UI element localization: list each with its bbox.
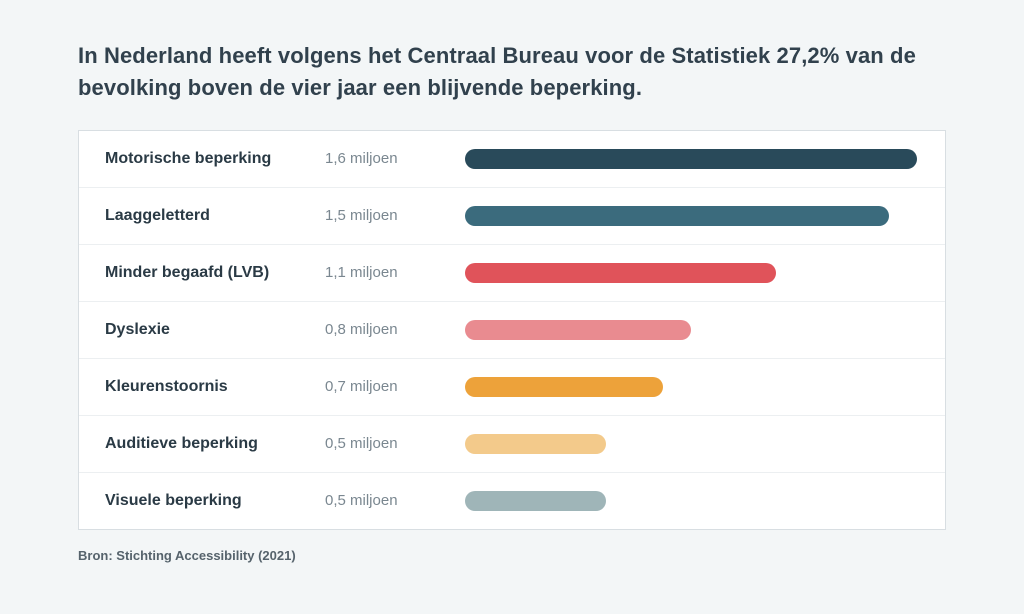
value-label: 1,5 miljoen	[325, 207, 455, 224]
category-label: Auditieve beperking	[105, 435, 325, 453]
bar-cell	[455, 359, 923, 415]
value-label: 0,5 miljoen	[325, 492, 455, 509]
bar-row: Minder begaafd (LVB) 1,1 miljoen	[79, 245, 945, 302]
bar-row: Laaggeletterd 1,5 miljoen	[79, 188, 945, 245]
category-label: Minder begaafd (LVB)	[105, 264, 325, 282]
bar	[465, 377, 663, 397]
value-label: 1,1 miljoen	[325, 264, 455, 281]
category-label: Laaggeletterd	[105, 207, 325, 225]
bar-cell	[455, 245, 923, 301]
value-label: 0,5 miljoen	[325, 435, 455, 452]
category-label: Dyslexie	[105, 321, 325, 339]
bar	[465, 263, 776, 283]
value-label: 1,6 miljoen	[325, 150, 455, 167]
bar-cell	[455, 131, 923, 187]
bar-row: Auditieve beperking 0,5 miljoen	[79, 416, 945, 473]
bar-row: Motorische beperking 1,6 miljoen	[79, 131, 945, 188]
bar-cell	[455, 416, 923, 472]
category-label: Motorische beperking	[105, 150, 325, 168]
page-title: In Nederland heeft volgens het Centraal …	[78, 40, 946, 104]
bar-row: Visuele beperking 0,5 miljoen	[79, 473, 945, 529]
source-attribution: Bron: Stichting Accessibility (2021)	[78, 548, 946, 563]
bar	[465, 149, 917, 169]
bar-cell	[455, 473, 923, 529]
bar	[465, 491, 606, 511]
category-label: Kleurenstoornis	[105, 378, 325, 396]
bar-cell	[455, 188, 923, 244]
bar-row: Kleurenstoornis 0,7 miljoen	[79, 359, 945, 416]
category-label: Visuele beperking	[105, 492, 325, 510]
bar	[465, 206, 889, 226]
bar-cell	[455, 302, 923, 358]
value-label: 0,8 miljoen	[325, 321, 455, 338]
value-label: 0,7 miljoen	[325, 378, 455, 395]
infographic-frame: In Nederland heeft volgens het Centraal …	[0, 0, 1024, 614]
bar	[465, 434, 606, 454]
bar	[465, 320, 691, 340]
bar-row: Dyslexie 0,8 miljoen	[79, 302, 945, 359]
bar-chart: Motorische beperking 1,6 miljoen Laaggel…	[78, 130, 946, 530]
